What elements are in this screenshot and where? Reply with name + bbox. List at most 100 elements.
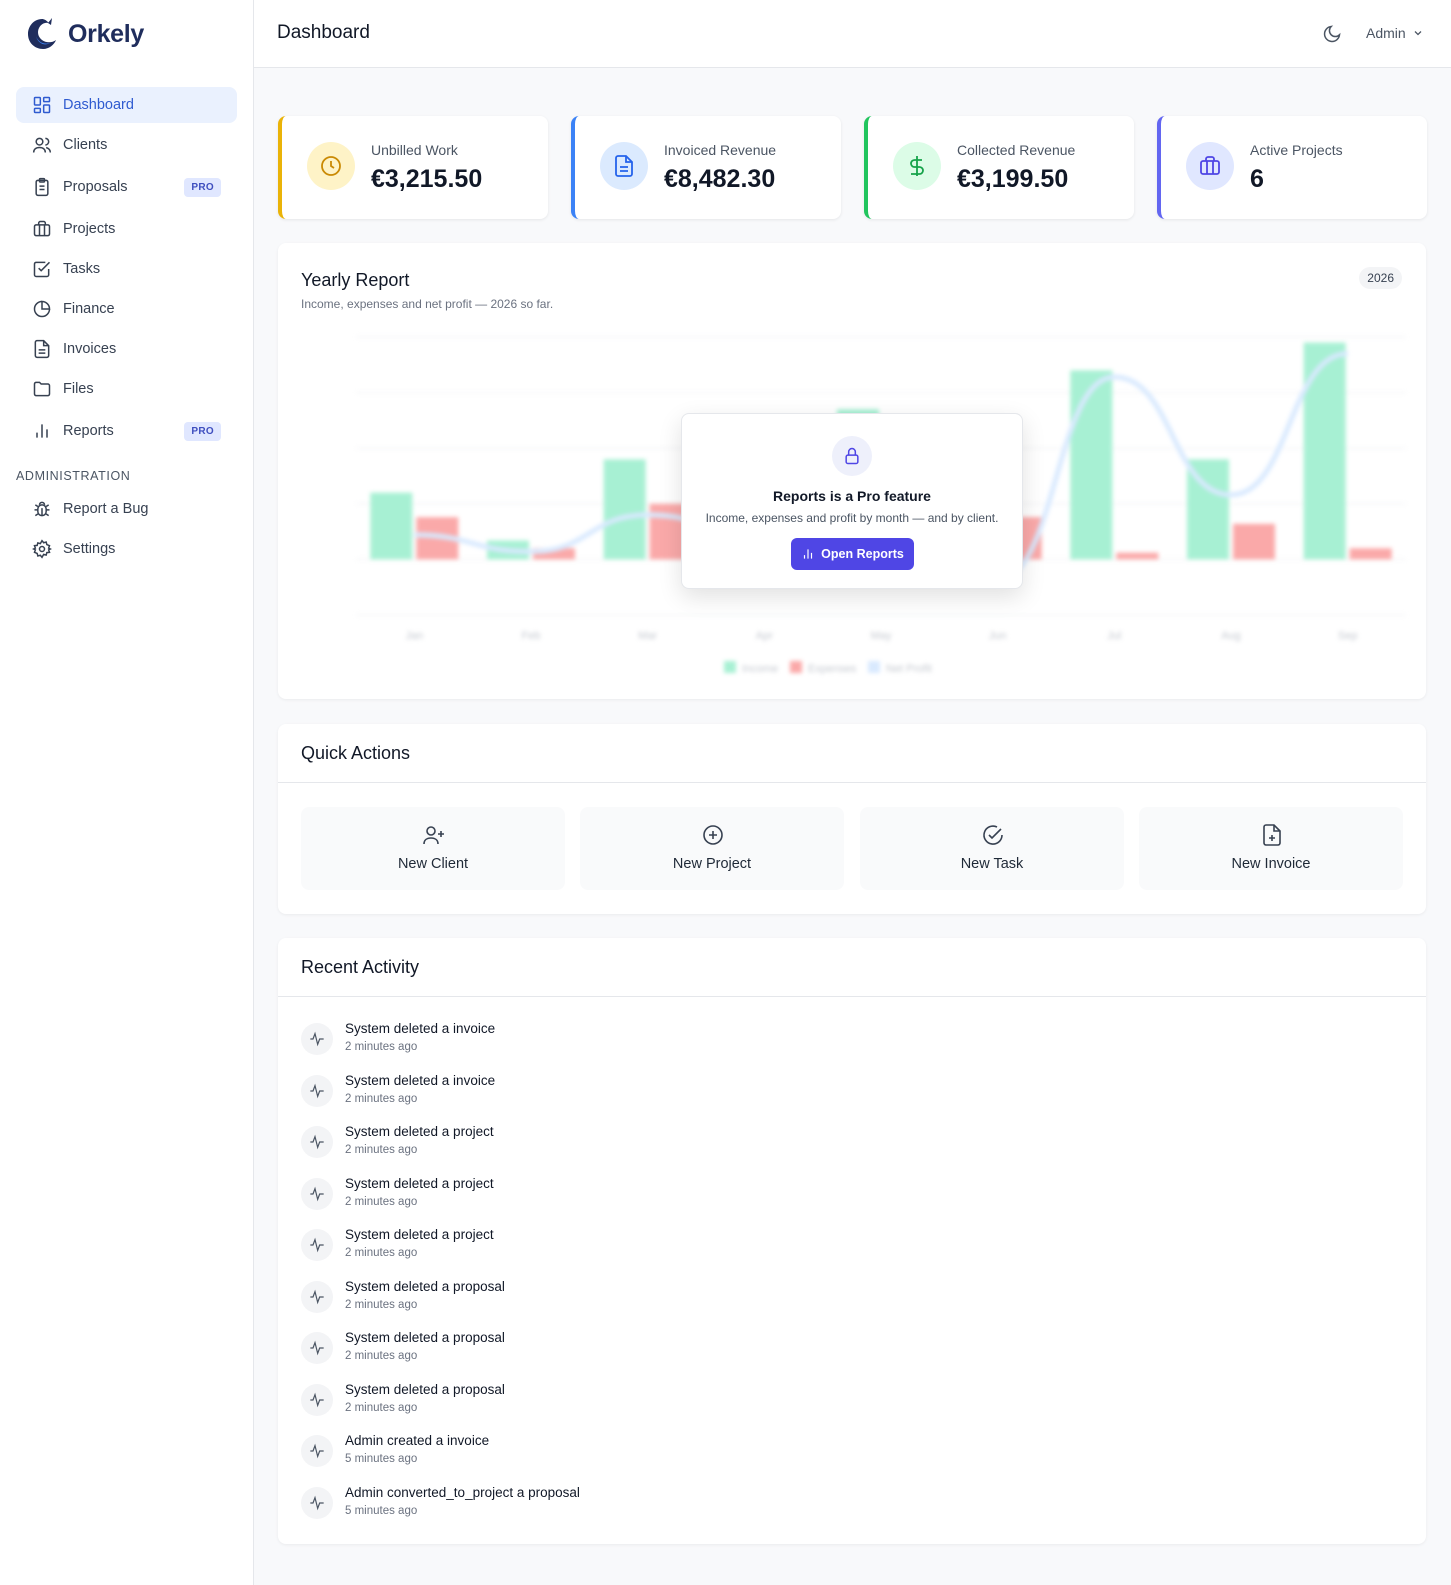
sidebar-item-label: Finance xyxy=(63,301,115,317)
panel-title: Recent Activity xyxy=(301,957,420,977)
main-nav: Dashboard Clients Proposals PRO Projects… xyxy=(16,87,237,571)
sidebar-item-report-bug[interactable]: Report a Bug xyxy=(16,491,237,527)
legend-label: Net Profit xyxy=(886,663,932,675)
activity-time: 5 minutes ago xyxy=(345,1453,418,1465)
sidebar-item-finance[interactable]: Finance xyxy=(16,291,237,327)
activity-item: System deleted a invoice 2 minutes ago xyxy=(301,1021,901,1073)
moon-icon[interactable] xyxy=(1322,24,1342,44)
pie-chart-icon xyxy=(33,300,51,318)
activity-text: System deleted a project xyxy=(345,1124,494,1139)
yearly-report-panel: Yearly Report Income, expenses and net p… xyxy=(278,243,1426,699)
income-bar xyxy=(1303,342,1346,560)
sidebar-item-settings[interactable]: Settings xyxy=(16,531,237,567)
new-client-button[interactable]: New Client xyxy=(301,807,565,890)
button-label: New Invoice xyxy=(1231,856,1311,872)
activity-time: 2 minutes ago xyxy=(345,1298,418,1311)
sidebar-item-tasks[interactable]: Tasks xyxy=(16,251,237,287)
new-project-button[interactable]: New Project xyxy=(580,807,844,890)
activity-item: System deleted a proposal 2 minutes ago xyxy=(301,1330,901,1382)
activity-time: 2 minutes ago xyxy=(345,1041,418,1053)
activity-text: Admin converted_to_project a proposal xyxy=(345,1484,580,1500)
plus-circle-icon xyxy=(703,825,723,845)
stat-label: Invoiced Revenue xyxy=(664,142,777,158)
sidebar-item-label: Files xyxy=(63,381,94,397)
clock-icon xyxy=(307,142,355,190)
logo[interactable]: Orkely xyxy=(24,16,144,52)
year-badge: 2026 xyxy=(1359,267,1402,289)
expenses-bar xyxy=(1116,552,1159,560)
bar-chart-icon xyxy=(36,424,48,438)
activity-time: 5 minutes ago xyxy=(345,1504,418,1517)
new-task-button[interactable]: New Task xyxy=(860,807,1124,890)
x-tick-label: Sep xyxy=(1338,630,1358,642)
activity-text: System deleted a project xyxy=(345,1227,494,1242)
legend-label: Expenses xyxy=(808,663,857,675)
sidebar-item-reports[interactable]: Reports PRO xyxy=(16,411,237,451)
sidebar-item-label: Tasks xyxy=(63,261,101,277)
open-reports-button[interactable]: Open Reports xyxy=(791,538,914,570)
app-name: Orkely xyxy=(68,19,145,48)
clipboard-icon xyxy=(35,177,49,197)
folder-icon xyxy=(33,381,51,397)
stat-label: Unbilled Work xyxy=(371,142,458,158)
document-icon xyxy=(600,142,648,190)
sidebar-item-clients[interactable]: Clients xyxy=(16,127,237,163)
lock-icon xyxy=(832,436,872,476)
dashboard-icon xyxy=(33,96,51,114)
pro-badge: PRO xyxy=(184,178,221,197)
sidebar-item-invoices[interactable]: Invoices xyxy=(16,331,237,367)
sidebar-item-label: Projects xyxy=(63,221,116,237)
activity-item: Admin created a invoice 5 minutes ago xyxy=(301,1433,901,1485)
activity-text: System deleted a proposal xyxy=(345,1381,505,1397)
stat-label: Active Projects xyxy=(1250,142,1343,158)
gear-icon xyxy=(32,539,52,559)
activity-icon xyxy=(301,1177,333,1210)
sidebar-item-projects[interactable]: Projects xyxy=(16,211,237,247)
pro-feature-title: Reports is a Pro feature xyxy=(773,488,931,504)
sidebar-item-dashboard[interactable]: Dashboard xyxy=(16,87,237,123)
expenses-bar xyxy=(1233,523,1275,560)
new-invoice-button[interactable]: New Invoice xyxy=(1139,807,1403,890)
sidebar-item-label: Reports xyxy=(63,423,114,439)
x-tick-label: Feb xyxy=(522,630,541,642)
sidebar-item-files[interactable]: Files xyxy=(16,371,237,407)
quick-actions-panel: Quick Actions New Client New Project New… xyxy=(278,724,1426,914)
bar-chart-icon xyxy=(804,549,813,559)
sidebar-item-proposals[interactable]: Proposals PRO xyxy=(16,167,237,207)
file-plus-icon xyxy=(1263,824,1281,846)
sidebar-item-label: Proposals xyxy=(63,179,128,195)
x-tick-label: Apr xyxy=(756,630,773,642)
activity-icon xyxy=(301,1486,333,1519)
sidebar-item-label: Dashboard xyxy=(63,97,134,113)
pro-feature-subtitle: Income, expenses and profit by month — a… xyxy=(705,511,999,525)
activity-text: System deleted a proposal xyxy=(345,1330,505,1345)
user-menu[interactable]: Admin xyxy=(1366,25,1424,41)
recent-activity-panel: Recent Activity System deleted a invoice… xyxy=(278,938,1426,1544)
legend-swatch xyxy=(868,661,880,673)
stat-value: €3,199.50 xyxy=(957,165,1069,193)
section-label-administration: ADMINISTRATION xyxy=(16,469,131,483)
activity-text: Admin created a invoice xyxy=(345,1433,490,1448)
activity-text: System deleted a proposal xyxy=(345,1278,505,1294)
activity-time: 2 minutes ago xyxy=(345,1247,418,1259)
activity-text: System deleted a project xyxy=(345,1175,494,1191)
activity-item: System deleted a proposal 2 minutes ago xyxy=(301,1279,901,1331)
activity-icon xyxy=(301,1229,333,1261)
panel-header: Quick Actions xyxy=(278,724,1426,783)
activity-item: System deleted a invoice 2 minutes ago xyxy=(301,1073,901,1125)
button-label: New Client xyxy=(397,856,469,872)
activity-icon xyxy=(301,1383,333,1416)
bug-icon xyxy=(34,501,50,517)
activity-icon xyxy=(301,1074,333,1107)
activity-item: Admin converted_to_project a proposal 5 m… xyxy=(301,1485,901,1537)
panel-title: Quick Actions xyxy=(301,743,411,763)
pro-badge: PRO xyxy=(184,422,221,441)
expenses-bar xyxy=(1349,548,1392,560)
dollar-icon xyxy=(893,142,941,190)
income-bar xyxy=(370,492,413,560)
briefcase-icon xyxy=(1186,142,1234,190)
page-title: Dashboard xyxy=(277,22,370,43)
stat-value: 6 xyxy=(1250,165,1264,193)
user-name: Admin xyxy=(1366,25,1406,41)
activity-item: System deleted a project 2 minutes ago xyxy=(301,1124,901,1176)
